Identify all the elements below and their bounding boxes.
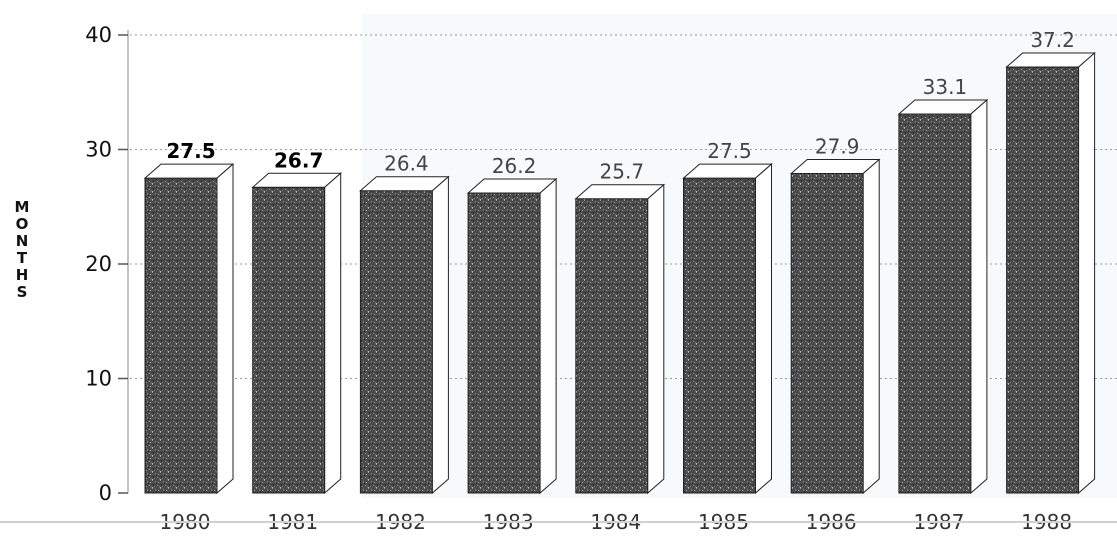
data-label: 25.7 [600, 160, 645, 184]
data-label: 27.9 [815, 135, 860, 159]
data-label: 26.4 [384, 152, 429, 176]
y-tick-label: 0 [99, 481, 112, 505]
data-labels: 27.5 26.7 26.4 26.2 25.7 27.5 27.9 33.1 37.2 [166, 28, 1075, 184]
bar [143, 163, 235, 495]
bar-front [467, 192, 541, 494]
bar-front [359, 190, 433, 494]
bar [251, 172, 343, 495]
bar-side [970, 98, 988, 495]
bar-side [647, 183, 665, 495]
bar [682, 163, 773, 495]
bar [789, 158, 881, 495]
bar-front [790, 173, 864, 494]
bar-front [683, 177, 756, 494]
bar-side [431, 175, 449, 495]
bar-front [1006, 66, 1080, 494]
bar [1005, 51, 1096, 495]
bar [359, 175, 450, 495]
bar-side [324, 172, 342, 495]
bar-side [539, 177, 557, 495]
data-label: 33.1 [923, 75, 968, 99]
bar-front [252, 186, 326, 494]
data-label: 26.2 [492, 154, 537, 178]
bar-side [862, 158, 880, 495]
data-label: 27.5 [166, 139, 215, 163]
bar-side [755, 163, 772, 495]
bar-front [898, 113, 972, 494]
bar-front [144, 177, 218, 494]
y-tick-label: 20 [85, 252, 112, 276]
y-tick-label: 40 [85, 23, 112, 47]
bar [466, 177, 558, 495]
y-tick-label: 10 [85, 367, 112, 391]
bar-front [575, 198, 649, 494]
bar-side [1078, 51, 1096, 495]
y-axis: 0 10 20 30 40 [85, 23, 129, 505]
bar [897, 98, 989, 495]
bar [574, 183, 666, 495]
bar-side [216, 163, 234, 495]
y-tick-label: 30 [85, 138, 112, 162]
bars [143, 51, 1096, 495]
data-label: 27.5 [707, 139, 752, 163]
data-label: 37.2 [1030, 28, 1075, 52]
data-label: 26.7 [274, 148, 323, 172]
